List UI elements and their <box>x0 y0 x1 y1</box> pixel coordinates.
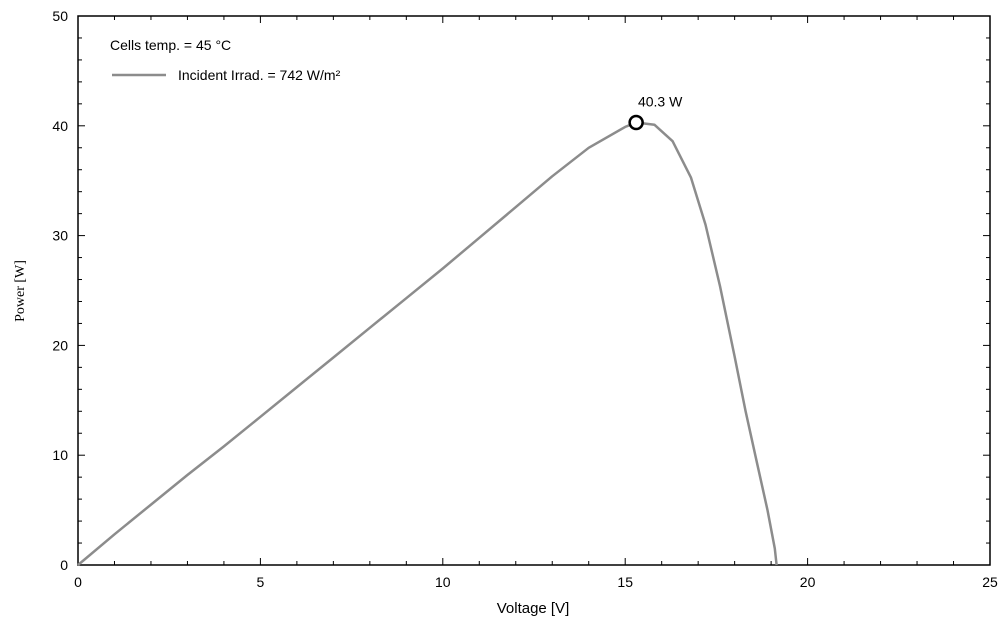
max-power-point-marker <box>628 114 644 131</box>
series-group <box>77 121 778 566</box>
x-tick-label: 0 <box>74 574 82 590</box>
y-tick-label: 30 <box>52 228 68 244</box>
y-axis: 0 10 20 30 40 50 <box>52 8 990 573</box>
x-tick-label: 25 <box>982 574 998 590</box>
y-axis-title: Power [W] <box>13 260 28 322</box>
legend-header: Cells temp. = 45 °C <box>110 37 231 53</box>
x-tick-label: 20 <box>800 574 816 590</box>
legend-entry-irradiance: Incident Irrad. = 742 W/m² <box>178 67 341 83</box>
legend: Cells temp. = 45 °C Incident Irrad. = 74… <box>110 37 341 83</box>
x-axis: 0 5 10 15 20 25 <box>74 16 998 590</box>
max-power-label: 40.3 W <box>638 94 683 110</box>
y-tick-label: 50 <box>52 8 68 24</box>
x-tick-label: 15 <box>617 574 633 590</box>
y-tick-label: 40 <box>52 118 68 134</box>
y-tick-label: 0 <box>60 557 68 573</box>
plot-border <box>77 15 991 566</box>
y-tick-label: 10 <box>52 447 68 463</box>
series-line-irradiance <box>77 121 778 566</box>
x-tick-label: 10 <box>435 574 451 590</box>
x-axis-title: Voltage [V] <box>497 600 570 617</box>
annotation-group: 40.3 W <box>628 94 683 131</box>
y-tick-label: 20 <box>52 337 68 353</box>
x-tick-label: 5 <box>257 574 265 590</box>
plot-frame <box>77 15 991 566</box>
